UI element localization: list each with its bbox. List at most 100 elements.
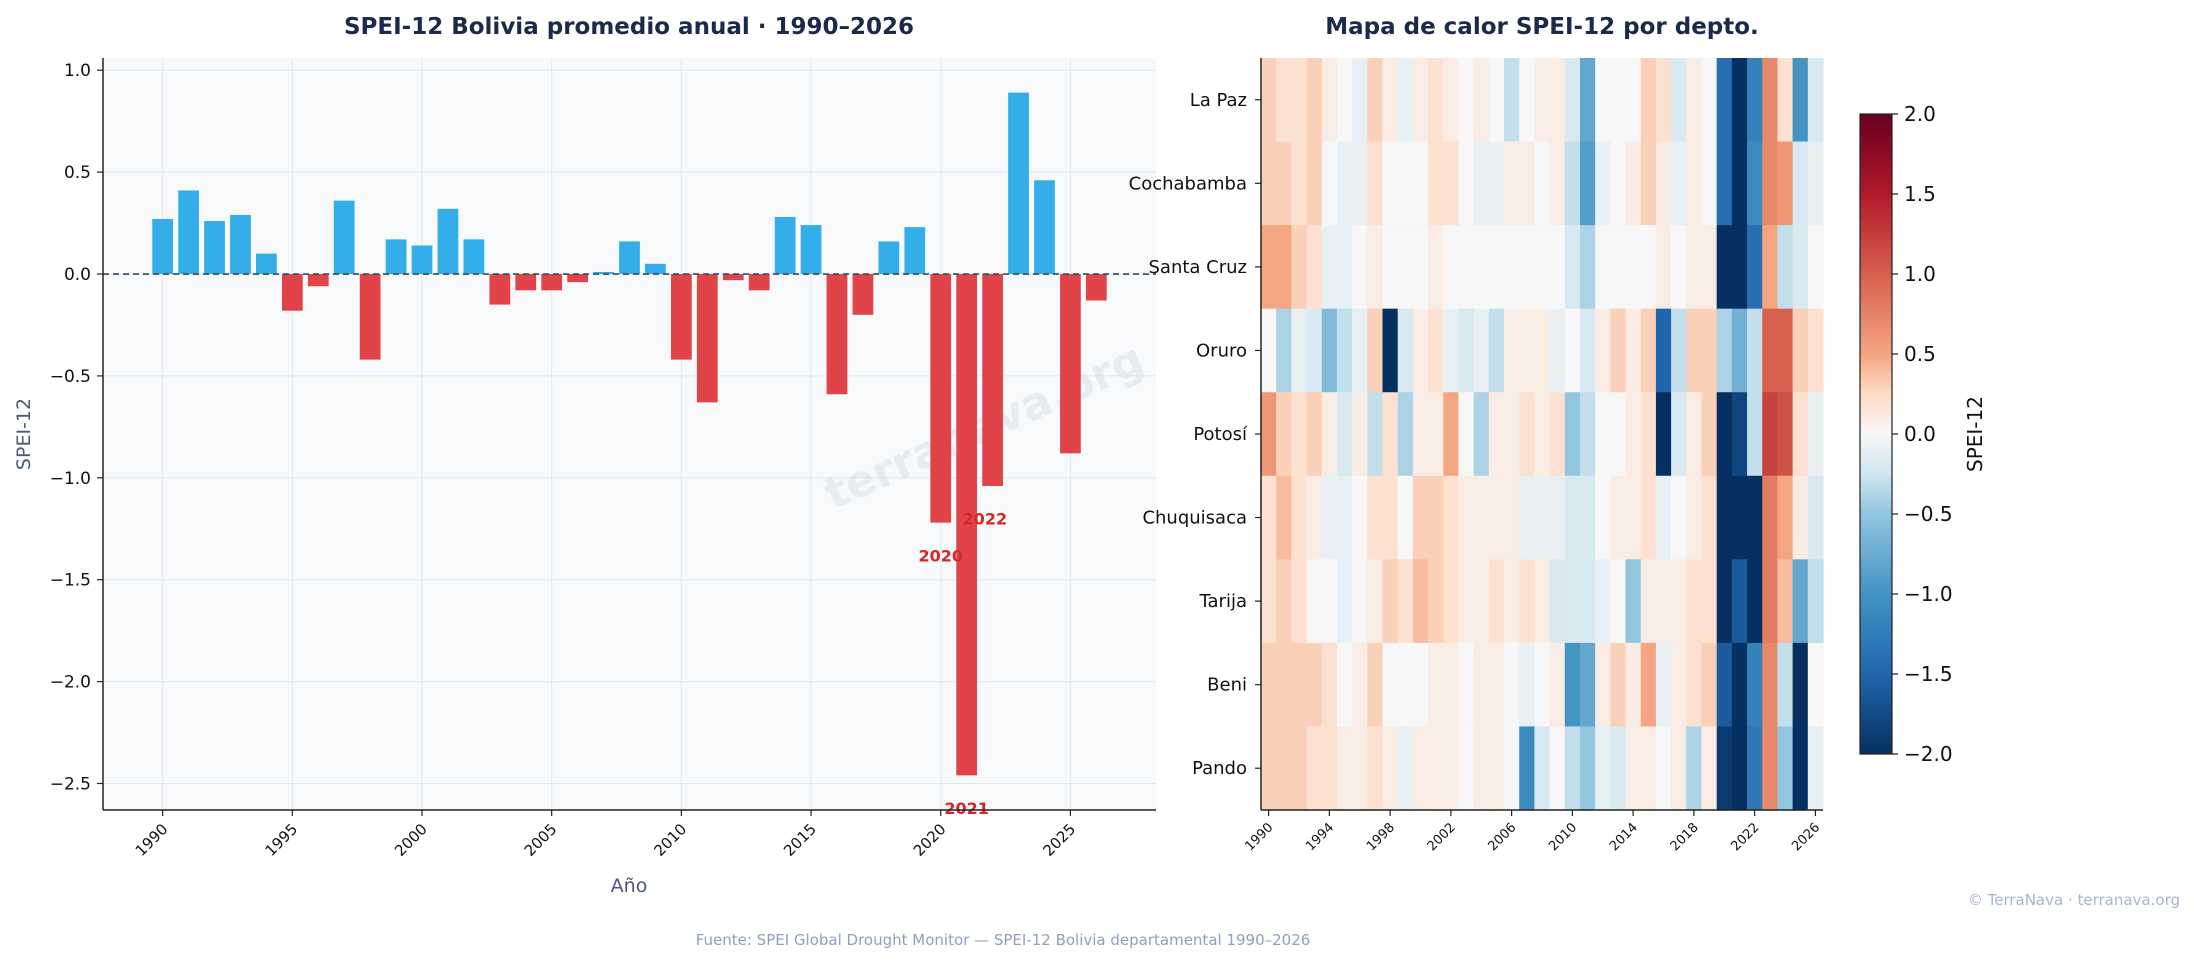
heatmap-cell xyxy=(1473,58,1490,143)
heatmap-cell xyxy=(1367,475,1384,560)
heatmap-cell xyxy=(1655,642,1672,728)
heatmap-cell xyxy=(1762,58,1779,143)
bar-2016 xyxy=(826,274,848,395)
heatmap-cell xyxy=(1671,642,1687,728)
heatmap-cell xyxy=(1595,58,1611,143)
heatmap-cell xyxy=(1716,726,1733,811)
heatmap-cell xyxy=(1519,392,1536,477)
x-tick-label: 1994 xyxy=(1303,820,1337,854)
heatmap-cell xyxy=(1367,225,1384,310)
heatmap-cell xyxy=(1458,225,1475,310)
heatmap-cell xyxy=(1762,392,1779,477)
heatmap-cell xyxy=(1397,726,1414,811)
heatmap-cell xyxy=(1671,308,1687,393)
heatmap-cell xyxy=(1336,58,1353,143)
heatmap-cell xyxy=(1549,475,1566,560)
heatmap-cell xyxy=(1564,726,1581,811)
x-tick-label: 1998 xyxy=(1364,820,1398,854)
heatmap-cell xyxy=(1367,392,1384,477)
heatmap-cell xyxy=(1382,58,1399,143)
heatmap-cell xyxy=(1382,141,1399,226)
bar-1990 xyxy=(152,218,174,275)
heatmap-cell xyxy=(1655,726,1672,811)
heatmap-cell xyxy=(1397,225,1414,310)
heatmap-cell xyxy=(1747,475,1763,560)
heatmap-cell xyxy=(1382,225,1399,310)
heatmap-cell xyxy=(1701,141,1718,226)
heatmap-cell xyxy=(1412,58,1429,143)
heatmap-cell xyxy=(1610,475,1627,560)
heatmap-cell xyxy=(1261,475,1277,560)
y-tick-label: −1.0 xyxy=(50,469,91,489)
heatmap-cell xyxy=(1321,726,1338,811)
colorbar-tick-label: 0.0 xyxy=(1904,422,1936,446)
heatmap-cell xyxy=(1549,225,1566,310)
heatmap-cell xyxy=(1716,642,1733,728)
heatmap-cell xyxy=(1306,141,1323,226)
heatmap-cell xyxy=(1807,475,1824,560)
heatmap-cell xyxy=(1595,141,1611,226)
heatmap-cell xyxy=(1701,642,1718,728)
y-tick-label: −2.5 xyxy=(50,775,91,795)
heatmap-cell xyxy=(1352,141,1368,226)
heatmap-cell xyxy=(1382,642,1399,728)
heatmap-cell xyxy=(1443,559,1460,644)
heatmap-cell xyxy=(1428,141,1444,226)
heatmap-cell xyxy=(1731,726,1748,811)
row-label: Oruro xyxy=(1196,340,1247,361)
heatmap-cell xyxy=(1443,392,1460,477)
heatmap-cell xyxy=(1488,225,1505,310)
bar-2024 xyxy=(1034,180,1055,275)
row-label: Potosí xyxy=(1193,424,1248,445)
bar-1996 xyxy=(307,274,329,287)
row-label: La Paz xyxy=(1190,90,1247,111)
heatmap-cell xyxy=(1701,559,1718,644)
bar-2007 xyxy=(593,271,614,275)
heatmap-cell xyxy=(1610,58,1627,143)
heatmap-cell xyxy=(1352,726,1368,811)
heatmap-cell xyxy=(1321,141,1338,226)
heatmap-cell xyxy=(1777,475,1794,560)
heatmap-cell xyxy=(1747,141,1763,226)
bar-chart-y-label: SPEI-12 xyxy=(13,398,35,470)
heatmap-cell xyxy=(1640,726,1657,811)
heatmap-cell xyxy=(1792,308,1809,393)
x-tick-label: 2015 xyxy=(780,820,820,860)
heatmap-cell xyxy=(1382,475,1399,560)
heatmap-cell xyxy=(1792,726,1809,811)
heatmap-cell xyxy=(1397,642,1414,728)
heatmap-cell xyxy=(1610,642,1627,728)
heatmap-cell xyxy=(1261,726,1277,811)
heatmap-cell xyxy=(1610,559,1627,644)
colorbar-tick-label: 0.5 xyxy=(1904,342,1936,366)
heatmap-cell xyxy=(1261,642,1277,728)
heatmap-cell xyxy=(1777,392,1794,477)
heatmap-cell xyxy=(1519,642,1536,728)
heatmap-cell xyxy=(1291,141,1308,226)
heatmap-cell xyxy=(1382,392,1399,477)
heatmap-cell xyxy=(1564,392,1581,477)
heatmap-cell xyxy=(1473,475,1490,560)
row-label: Pando xyxy=(1192,758,1247,779)
heatmap-cell xyxy=(1367,559,1384,644)
heatmap-cell xyxy=(1686,642,1703,728)
row-label: Tarija xyxy=(1199,591,1247,612)
heatmap-cell xyxy=(1595,642,1611,728)
heatmap-cell xyxy=(1336,225,1353,310)
heatmap-cell xyxy=(1504,225,1520,310)
bar-1997 xyxy=(333,200,355,275)
heatmap-cell xyxy=(1762,475,1779,560)
x-tick-label: 2020 xyxy=(910,820,950,860)
heatmap-cell xyxy=(1443,58,1460,143)
heatmap-cell xyxy=(1382,559,1399,644)
heatmap-cell xyxy=(1473,559,1490,644)
heatmap-cell xyxy=(1731,225,1748,310)
heatmap-cell xyxy=(1352,642,1368,728)
heatmap-cell xyxy=(1792,559,1809,644)
heatmap-cell xyxy=(1595,726,1611,811)
bar-chart-plot-area xyxy=(103,58,1156,810)
heatmap-cell xyxy=(1428,726,1444,811)
heatmap-cell xyxy=(1519,726,1536,811)
